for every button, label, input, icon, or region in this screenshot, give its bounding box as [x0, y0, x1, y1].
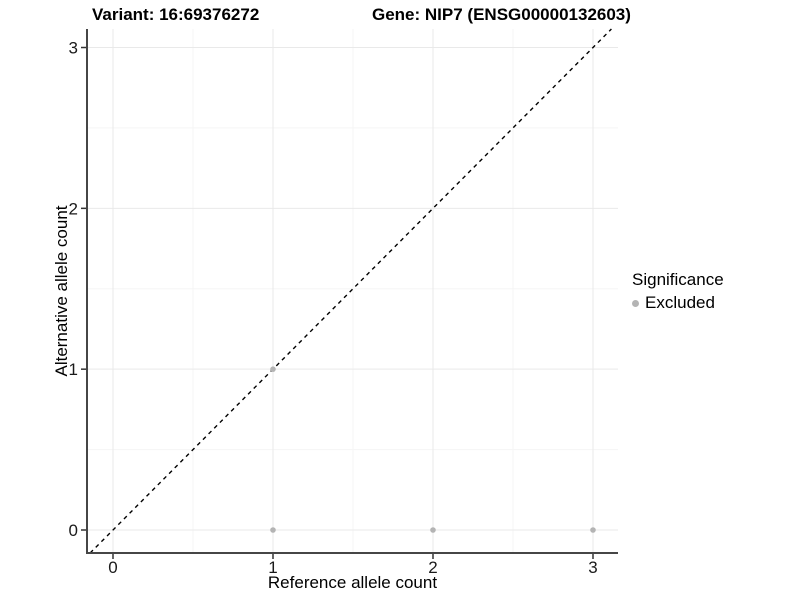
data-point: [430, 527, 436, 533]
x-tick-label: 0: [108, 558, 117, 577]
x-tick-label: 2: [428, 558, 437, 577]
y-tick-label: 0: [69, 521, 78, 540]
y-tick-label: 1: [69, 360, 78, 379]
legend: Significance Excluded: [632, 270, 724, 313]
x-axis-title: Reference allele count: [267, 573, 438, 592]
y-axis-title: Alternative allele count: [52, 205, 71, 377]
x-tick-label: 3: [588, 558, 597, 577]
y-tick-label: 2: [69, 199, 78, 218]
variant-title: Variant: 16:69376272: [92, 5, 260, 24]
legend-point-icon: [632, 299, 639, 307]
legend-item-label: Excluded: [645, 293, 715, 312]
data-point: [270, 527, 276, 533]
x-tick-label: 1: [268, 558, 277, 577]
identity-line: [89, 28, 612, 554]
legend-item-excluded: Excluded: [632, 293, 724, 313]
data-point: [270, 366, 276, 372]
y-tick-label: 3: [69, 39, 78, 58]
legend-title: Significance: [632, 270, 724, 289]
gene-title: Gene: NIP7 (ENSG00000132603): [372, 5, 631, 24]
data-point: [590, 527, 596, 533]
